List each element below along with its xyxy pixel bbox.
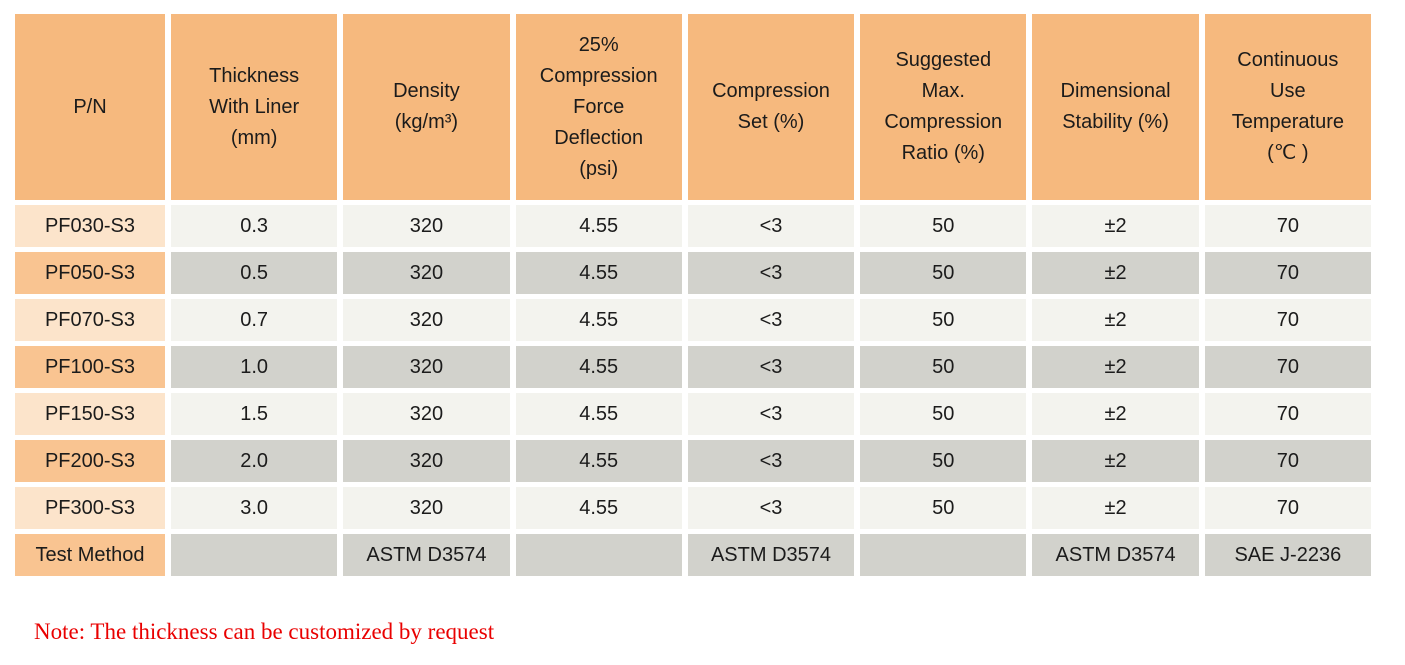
table-cell: 0.3 xyxy=(171,205,338,247)
row-label: Test Method xyxy=(15,534,165,576)
table-row: PF070-S3 0.7 320 4.55 <3 50 ±2 70 xyxy=(15,299,1371,341)
table-cell: <3 xyxy=(687,487,855,529)
table-cell: ±2 xyxy=(1032,252,1199,294)
table-cell: 50 xyxy=(860,299,1027,341)
page: P/N Thickness With Liner (mm) Density (k… xyxy=(9,9,1377,644)
table-cell: 50 xyxy=(860,252,1027,294)
table-cell: 50 xyxy=(860,205,1027,247)
table-cell: 1.5 xyxy=(171,393,338,435)
table-cell xyxy=(171,534,338,576)
table-cell: 50 xyxy=(860,440,1027,482)
table-cell: ±2 xyxy=(1032,205,1199,247)
table-cell: 320 xyxy=(343,299,510,341)
table-cell: 4.55 xyxy=(515,487,682,529)
table-cell: 4.55 xyxy=(515,299,682,341)
test-method-row: Test Method ASTM D3574 ASTM D3574 ASTM D357… xyxy=(15,534,1371,576)
table-cell: 4.55 xyxy=(515,252,682,294)
header-cell-density: Density (kg/m³) xyxy=(343,14,510,200)
table-cell: 70 xyxy=(1204,440,1371,482)
table-cell: 4.55 xyxy=(515,440,682,482)
table-cell: 70 xyxy=(1204,393,1371,435)
row-label: PF200-S3 xyxy=(15,440,165,482)
table-row: PF030-S3 0.3 320 4.55 <3 50 ±2 70 xyxy=(15,205,1371,247)
table-cell: ±2 xyxy=(1032,346,1199,388)
header-cell-compression-deflection: 25% Compression Force Deflection (psi) xyxy=(515,14,682,200)
table-cell: <3 xyxy=(687,205,855,247)
row-label: PF050-S3 xyxy=(15,252,165,294)
table-cell xyxy=(860,534,1027,576)
table-cell: ±2 xyxy=(1032,393,1199,435)
table-cell: 70 xyxy=(1204,252,1371,294)
header-cell-max-compression-ratio: Suggested Max. Compression Ratio (%) xyxy=(860,14,1027,200)
row-label: PF100-S3 xyxy=(15,346,165,388)
table-cell: <3 xyxy=(687,440,855,482)
table-cell: 320 xyxy=(343,487,510,529)
table-body: PF030-S3 0.3 320 4.55 <3 50 ±2 70 PF050-S3 0.5 320… xyxy=(15,205,1371,576)
table-cell: ASTM D3574 xyxy=(687,534,855,576)
table-cell: ±2 xyxy=(1032,487,1199,529)
table-cell: 0.5 xyxy=(171,252,338,294)
table-cell: 70 xyxy=(1204,205,1371,247)
spec-table: P/N Thickness With Liner (mm) Density (k… xyxy=(9,9,1377,581)
table-cell: ASTM D3574 xyxy=(1032,534,1199,576)
table-row: PF150-S3 1.5 320 4.55 <3 50 ±2 70 xyxy=(15,393,1371,435)
table-cell: 70 xyxy=(1204,299,1371,341)
row-label: PF150-S3 xyxy=(15,393,165,435)
table-cell: <3 xyxy=(687,346,855,388)
row-label: PF300-S3 xyxy=(15,487,165,529)
table-row: PF200-S3 2.0 320 4.55 <3 50 ±2 70 xyxy=(15,440,1371,482)
table-cell: 70 xyxy=(1204,346,1371,388)
table-cell: ±2 xyxy=(1032,440,1199,482)
table-cell: 50 xyxy=(860,487,1027,529)
table-cell: 320 xyxy=(343,346,510,388)
table-row: PF100-S3 1.0 320 4.55 <3 50 ±2 70 xyxy=(15,346,1371,388)
table-cell: ASTM D3574 xyxy=(343,534,510,576)
table-cell: 4.55 xyxy=(515,205,682,247)
table-header: P/N Thickness With Liner (mm) Density (k… xyxy=(15,14,1371,200)
row-label: PF070-S3 xyxy=(15,299,165,341)
table-cell: 320 xyxy=(343,440,510,482)
header-cell-thickness: Thickness With Liner (mm) xyxy=(171,14,338,200)
table-cell: <3 xyxy=(687,252,855,294)
table-row: PF050-S3 0.5 320 4.55 <3 50 ±2 70 xyxy=(15,252,1371,294)
row-label: PF030-S3 xyxy=(15,205,165,247)
header-row: P/N Thickness With Liner (mm) Density (k… xyxy=(15,14,1371,200)
table-cell: 50 xyxy=(860,393,1027,435)
table-cell: 50 xyxy=(860,346,1027,388)
table-cell: 70 xyxy=(1204,487,1371,529)
table-row: PF300-S3 3.0 320 4.55 <3 50 ±2 70 xyxy=(15,487,1371,529)
header-cell-use-temperature: Continuous Use Temperature (℃ ) xyxy=(1204,14,1371,200)
table-cell: 3.0 xyxy=(171,487,338,529)
table-cell: 0.7 xyxy=(171,299,338,341)
table-cell: 2.0 xyxy=(171,440,338,482)
table-cell: <3 xyxy=(687,299,855,341)
table-cell: ±2 xyxy=(1032,299,1199,341)
table-cell: 1.0 xyxy=(171,346,338,388)
note-text: Note: The thickness can be customized by… xyxy=(34,619,495,644)
header-cell-pn: P/N xyxy=(15,14,165,200)
table-cell: SAE J-2236 xyxy=(1204,534,1371,576)
table-cell: 4.55 xyxy=(515,393,682,435)
table-cell: 4.55 xyxy=(515,346,682,388)
table-cell: <3 xyxy=(687,393,855,435)
table-cell: 320 xyxy=(343,252,510,294)
table-cell: 320 xyxy=(343,393,510,435)
header-cell-compression-set: Compression Set (%) xyxy=(687,14,855,200)
table-cell xyxy=(515,534,682,576)
header-cell-dimensional-stability: Dimensional Stability (%) xyxy=(1032,14,1199,200)
table-cell: 320 xyxy=(343,205,510,247)
